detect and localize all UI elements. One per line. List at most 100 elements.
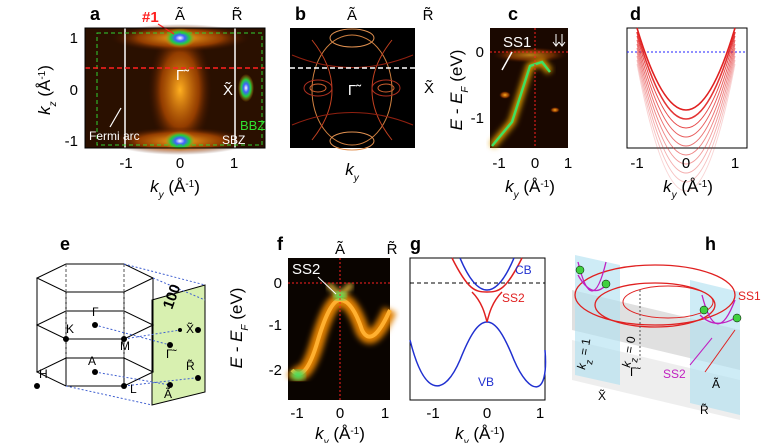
panel-c xyxy=(552,34,566,47)
x-tick-label: -1 xyxy=(492,155,505,172)
plane-label: kz = 1 xyxy=(574,337,599,372)
panel-e xyxy=(34,322,201,389)
x-tick-label: 1 xyxy=(564,155,572,172)
point-label: X̃ xyxy=(598,388,606,403)
band-curve xyxy=(636,63,736,192)
band-curve xyxy=(636,55,736,174)
panel-b xyxy=(291,54,414,126)
panel-letter: e xyxy=(60,234,70,254)
panel-b xyxy=(377,83,395,93)
x-axis-label: ky (Å-1) xyxy=(455,424,505,443)
band-curve xyxy=(636,47,736,156)
x-axis-label: ) xyxy=(707,177,713,196)
panel-e xyxy=(65,263,206,406)
y-axis-label: -1 xyxy=(37,70,48,79)
panel-a xyxy=(164,131,196,151)
x-axis-label: y xyxy=(671,190,678,201)
panel-e xyxy=(35,263,155,293)
band-curve xyxy=(636,39,736,138)
x-tick-label: 1 xyxy=(381,405,389,422)
panel-e xyxy=(121,336,127,342)
panel-b xyxy=(309,83,327,93)
point-label: R̃ xyxy=(423,7,434,24)
x-axis-label: ) xyxy=(359,424,365,443)
panel-g xyxy=(451,257,523,323)
x-tick-label: -1 xyxy=(290,405,303,422)
x-axis-label: k xyxy=(505,177,515,196)
panel-b xyxy=(303,79,333,97)
panel-e xyxy=(167,342,173,348)
x-axis-label: ky xyxy=(345,160,360,184)
panel-b xyxy=(329,131,375,151)
annotation: SS1 xyxy=(738,289,761,303)
y-axis-label: z xyxy=(48,101,59,107)
panel-letter: a xyxy=(90,4,101,24)
panel-g xyxy=(409,257,546,401)
y-tick-label: 0 xyxy=(274,275,282,292)
y-tick-label: 1 xyxy=(70,30,78,47)
panel-h xyxy=(699,305,709,315)
panel-c xyxy=(550,107,560,113)
panel-e xyxy=(121,383,127,389)
panel-h xyxy=(594,282,716,328)
plane-label: z xyxy=(584,359,596,366)
panel-letter: c xyxy=(508,4,518,24)
y-tick-label: -2 xyxy=(269,362,282,379)
panel-h xyxy=(601,279,611,289)
y-tick-label: 0 xyxy=(70,82,78,99)
annotation: Fermi arc xyxy=(89,129,140,143)
panel-c xyxy=(492,47,568,63)
point-label: K xyxy=(66,322,74,336)
annotation: VB xyxy=(478,375,494,389)
panel-c xyxy=(489,28,568,149)
panel-c xyxy=(501,51,513,71)
x-axis-label: ) xyxy=(194,177,200,196)
y-axis-label: ) xyxy=(35,65,54,71)
panel-e xyxy=(92,322,98,328)
plane-label: = 1 xyxy=(576,337,593,360)
x-axis-label: ky (Å-1) xyxy=(150,177,200,201)
point-label: Ã xyxy=(164,387,172,401)
x-axis-label: k xyxy=(345,160,355,179)
panel-a xyxy=(238,74,254,102)
band-curve xyxy=(636,35,736,129)
point-label: Γ̃ xyxy=(630,365,642,379)
x-axis-label: ) xyxy=(499,424,505,443)
panel-a xyxy=(84,27,266,149)
plane-label: k xyxy=(619,359,634,368)
point-label: Γ̃ xyxy=(166,347,178,361)
point-label: R̃ xyxy=(232,7,243,24)
y-axis-label: E - EF (eV) xyxy=(227,288,251,369)
x-axis-label: k xyxy=(150,177,160,196)
panel-h xyxy=(690,280,740,415)
point-label: X̃ xyxy=(223,82,233,99)
x-axis-label: k xyxy=(315,424,325,443)
point-label: X̃ xyxy=(186,321,194,336)
panel-letter: g xyxy=(410,234,421,254)
x-tick-label: -1 xyxy=(426,405,439,422)
plane-label: k xyxy=(574,361,589,370)
annotation: SS2 xyxy=(502,291,525,305)
x-axis-label: (Å xyxy=(519,177,541,196)
point-label: Ã xyxy=(347,7,357,24)
panel-letter: f xyxy=(277,234,284,254)
y-axis-label: (eV) xyxy=(447,50,466,87)
panel-letter: d xyxy=(630,4,641,24)
x-axis-label: -1 xyxy=(540,179,549,190)
x-axis-label: -1 xyxy=(350,426,359,437)
y-axis-label: k xyxy=(35,105,54,115)
x-axis-label: y xyxy=(353,173,360,184)
annotation: BBZ xyxy=(240,118,265,133)
annotation: SS2 xyxy=(292,261,320,278)
y-axis-label: kz (Å-1) xyxy=(35,65,59,115)
point-label: X̃ xyxy=(424,80,434,97)
panel-g xyxy=(409,257,547,401)
plane-label: kz = 0 xyxy=(619,335,644,370)
y-axis-label: (Å xyxy=(35,79,54,101)
annotation: CB xyxy=(515,263,532,277)
y-tick-label: -1 xyxy=(65,133,78,150)
panel-d xyxy=(626,27,748,192)
panel-e xyxy=(151,284,206,406)
panel-b xyxy=(329,28,375,48)
